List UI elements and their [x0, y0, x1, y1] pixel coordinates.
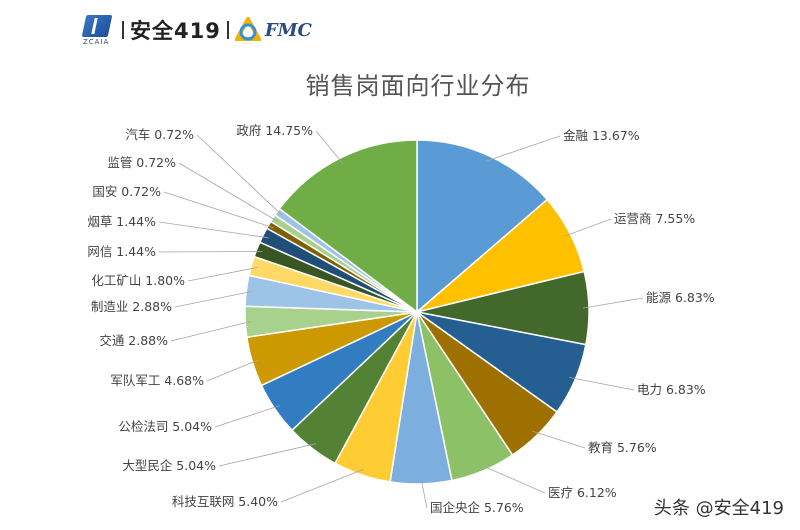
- slice-label: 能源 6.83%: [646, 290, 715, 305]
- slice-label: 监管 0.72%: [107, 155, 176, 170]
- slice-label: 政府 14.75%: [236, 123, 313, 138]
- leader-lines: [158, 130, 644, 509]
- leader-line: [569, 377, 635, 391]
- brand-name: 安全419: [130, 19, 221, 43]
- leader-line: [178, 162, 279, 222]
- leader-line: [206, 359, 259, 382]
- slice-label: 网信 1.44%: [87, 244, 156, 259]
- slice-label: 国企央企 5.76%: [430, 500, 524, 515]
- leader-line: [480, 464, 546, 494]
- zcaia-text: ZCAIA: [83, 38, 110, 46]
- leader-line: [170, 321, 252, 342]
- leader-line: [532, 430, 586, 449]
- leader-line: [158, 221, 269, 239]
- leader-line: [187, 267, 258, 282]
- slice-label: 公检法司 5.04%: [118, 419, 212, 434]
- pie-slice: [416, 139, 549, 314]
- leader-line: [158, 251, 263, 253]
- leader-line: [196, 134, 283, 216]
- chart-title: 销售岗面向行业分布: [305, 72, 531, 100]
- header-logos: ZCAIA 安全419 FMC: [80, 12, 312, 48]
- watermark: 头条 @安全419: [653, 498, 784, 519]
- leader-line: [315, 130, 344, 164]
- leader-line: [214, 405, 281, 428]
- leader-line: [174, 291, 253, 308]
- slice-label: 汽车 0.72%: [125, 127, 194, 142]
- leader-line: [564, 218, 612, 237]
- leader-line: [485, 135, 561, 162]
- slice-label: 国安 0.72%: [92, 184, 161, 199]
- leader-line: [218, 443, 316, 467]
- slice-label: 金融 13.67%: [563, 128, 640, 143]
- slice-label: 军队军工 4.68%: [110, 373, 204, 388]
- fmc-logo-icon: [233, 14, 263, 43]
- leader-line: [163, 191, 275, 229]
- divider: [226, 21, 229, 39]
- slice-label: 制造业 2.88%: [91, 299, 172, 314]
- divider: [122, 21, 124, 39]
- slice-label: 医疗 6.12%: [548, 485, 617, 500]
- slice-label: 大型民企 5.04%: [122, 458, 216, 473]
- leader-line: [280, 468, 364, 503]
- slice-label: 烟草 1.44%: [87, 214, 156, 229]
- partner-name: FMC: [264, 19, 312, 41]
- data-labels: 金融 13.67% 运营商 7.55% 能源 6.83% 电力 6.83% 教育 5.7…: [87, 123, 714, 515]
- leader-line: [582, 297, 644, 309]
- slice-label: 教育 5.76%: [588, 440, 657, 455]
- leader-line: [420, 477, 428, 509]
- slice-label: 科技互联网 5.40%: [172, 494, 278, 509]
- pie-slice: [278, 139, 418, 314]
- slice-label: 电力 6.83%: [637, 382, 706, 397]
- zcaia-logo: ZCAIA: [80, 13, 116, 47]
- slice-label: 交通 2.88%: [99, 333, 168, 348]
- slice-label: 运营商 7.55%: [614, 211, 695, 226]
- slice-label: 化工矿山 1.80%: [91, 273, 185, 288]
- pie-slices: [244, 139, 590, 485]
